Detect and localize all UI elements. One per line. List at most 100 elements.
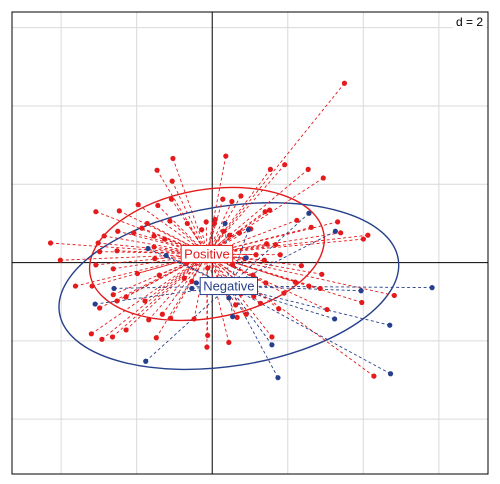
positive-point: [97, 249, 103, 255]
negative-point: [387, 371, 394, 377]
positive-point: [152, 256, 158, 262]
positive-point: [155, 202, 161, 209]
positive-point: [229, 198, 235, 205]
positive-point: [123, 294, 129, 300]
positive-point: [250, 272, 256, 278]
positive-spoke: [161, 253, 208, 315]
positive-spoke: [206, 199, 224, 255]
positive-point: [257, 300, 264, 306]
positive-point: [298, 263, 304, 269]
positive-spoke: [91, 253, 208, 335]
positive-point: [142, 298, 148, 304]
negative-point: [387, 322, 393, 328]
positive-ellipse: [88, 186, 325, 322]
positive-spoke: [117, 250, 207, 255]
positive-point: [114, 248, 120, 254]
positive-point: [276, 306, 282, 312]
positive-point: [89, 283, 95, 289]
negative-spoke: [228, 285, 433, 289]
positive-spoke: [206, 209, 270, 255]
positive-point: [203, 219, 209, 225]
positive-point: [151, 233, 157, 239]
negative-spoke: [165, 255, 230, 287]
negative-spoke: [228, 229, 249, 287]
positive-point: [110, 292, 116, 298]
positive-spoke: [117, 230, 208, 255]
positive-spoke: [206, 253, 375, 377]
positive-spoke: [125, 253, 208, 331]
negative-spoke: [228, 230, 336, 287]
negative-point: [193, 280, 199, 286]
negative-point: [275, 375, 281, 381]
positive-point: [324, 306, 330, 313]
positive-point: [264, 241, 270, 247]
positive-point: [282, 162, 288, 168]
positive-point: [273, 241, 279, 248]
negative-point: [230, 314, 236, 320]
positive-point: [146, 317, 152, 323]
positive-spoke: [206, 238, 364, 255]
positive-point: [261, 257, 267, 263]
positive-point: [114, 298, 120, 304]
positive-point: [294, 217, 300, 223]
positive-point: [159, 311, 165, 317]
negative-point: [269, 342, 275, 348]
positive-point: [230, 262, 236, 268]
negative-point: [429, 285, 435, 291]
positive-point: [170, 155, 176, 162]
negative-spoke: [228, 285, 279, 378]
positive-point: [167, 218, 173, 224]
negative-point: [163, 252, 169, 259]
positive-point: [269, 334, 275, 340]
positive-point: [144, 220, 150, 227]
positive-point: [57, 257, 63, 263]
group-labels: Positive Negative: [180, 244, 259, 296]
positive-point: [99, 336, 105, 342]
positive-point: [305, 166, 311, 172]
positive-point: [211, 220, 218, 227]
positive-spoke: [148, 253, 208, 321]
positive-spoke: [206, 164, 286, 255]
positive-spoke: [133, 232, 208, 255]
positive-spoke: [201, 229, 208, 255]
positive-point: [320, 175, 326, 181]
negative-point: [111, 285, 117, 292]
negative-point: [358, 288, 364, 294]
positive-point: [115, 228, 121, 234]
positive-point: [223, 153, 229, 159]
positive-point: [236, 230, 243, 236]
positive-point: [359, 299, 365, 306]
positive-point: [233, 302, 239, 308]
positive-point: [162, 236, 168, 242]
positive-point: [181, 275, 187, 281]
positive-point: [220, 196, 226, 202]
positive-point: [263, 280, 269, 286]
positive-spoke: [141, 227, 208, 255]
positive-spoke: [206, 201, 233, 255]
positive-point: [88, 331, 94, 337]
positive-point: [151, 244, 157, 250]
positive-point: [319, 271, 325, 277]
positive-label-box: [180, 244, 234, 263]
positive-point: [110, 266, 116, 272]
positive-spoke: [206, 82, 345, 255]
grid: [12, 12, 488, 474]
positive-point: [191, 316, 197, 322]
data-points: [47, 80, 435, 381]
positive-point: [212, 216, 218, 223]
positive-point: [341, 80, 348, 86]
negative-label: Negative: [203, 279, 254, 294]
negative-point: [222, 220, 228, 227]
positive-point: [101, 233, 107, 239]
positive-point: [317, 285, 323, 292]
negative-point: [243, 255, 249, 261]
d-label-background: [452, 13, 487, 31]
positive-spoke: [98, 242, 207, 255]
positive-point: [365, 232, 371, 238]
positive-spoke: [170, 253, 208, 319]
positive-point: [238, 193, 244, 199]
positive-spoke: [95, 253, 207, 266]
positive-point: [131, 230, 137, 236]
positive-point: [243, 311, 249, 317]
